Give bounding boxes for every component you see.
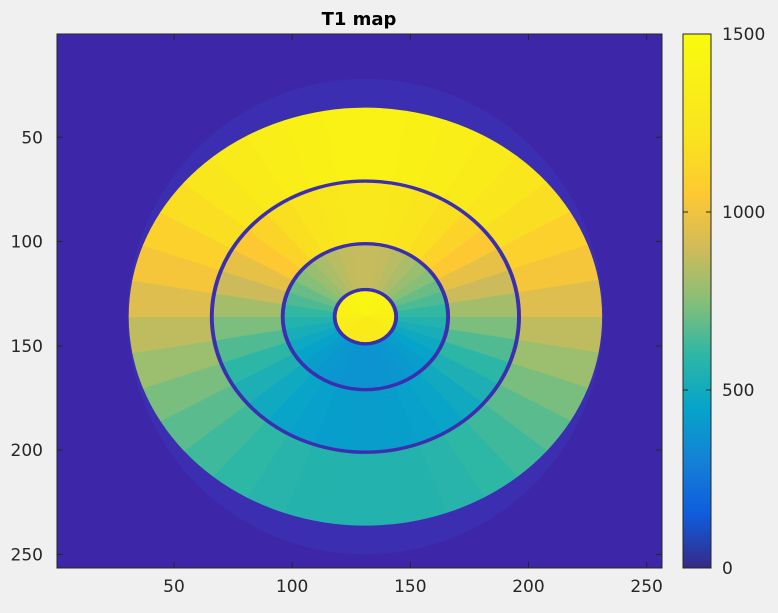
colorbar-tick-label: 1500	[722, 25, 765, 45]
colorbar-tick-label: 1000	[722, 203, 765, 223]
y-tick-label: 150	[11, 337, 43, 357]
heatmap-cell	[448, 293, 518, 318]
heatmap-cell	[518, 279, 603, 318]
x-tick-label: 50	[163, 577, 185, 597]
y-axis: 50 100 150 200 250	[11, 128, 662, 565]
region-inner-ring	[284, 245, 447, 388]
region-middle-ring	[213, 182, 518, 451]
chart-title: T1 map	[322, 9, 397, 30]
x-axis: 50 100 150 200 250	[163, 34, 663, 597]
colorbar-ticks: 0 500 1000 1500	[683, 25, 765, 579]
y-tick-label: 250	[11, 545, 43, 565]
colorbar: 0 500 1000 1500	[682, 25, 765, 579]
heatmap-cell	[365, 311, 395, 318]
region-outer-ring	[128, 107, 603, 526]
region-center-disk	[336, 291, 395, 343]
y-tick-label: 100	[11, 233, 43, 253]
y-tick-label: 200	[11, 441, 43, 461]
y-tick-label: 50	[21, 128, 43, 148]
plot-area	[57, 34, 662, 568]
colorbar-gradient	[683, 34, 711, 568]
x-tick-label: 200	[512, 577, 544, 597]
colorbar-tick-label: 0	[722, 559, 733, 579]
x-tick-label: 250	[630, 577, 662, 597]
x-tick-label: 100	[276, 577, 308, 597]
colorbar-tick-label: 500	[722, 381, 754, 401]
x-tick-label: 150	[394, 577, 426, 597]
heatmap-image	[127, 78, 604, 555]
heatmap-cell	[397, 303, 447, 318]
plot-frame	[56, 33, 663, 569]
colorbar-frame	[682, 33, 712, 569]
